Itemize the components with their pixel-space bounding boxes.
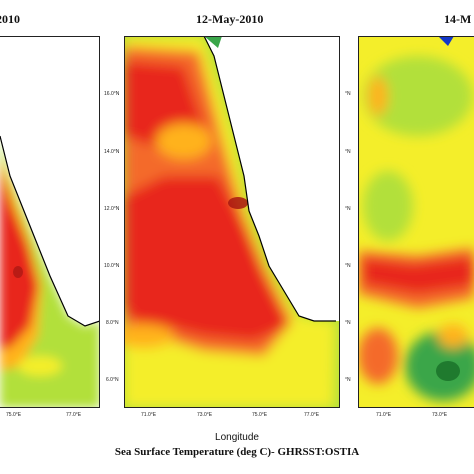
panel-title-right: 14-M <box>444 12 472 26</box>
lon-tick-middle: 77.0°E <box>304 412 320 418</box>
lat-tick-middle: 8.0°N <box>106 320 119 326</box>
lat-tick-middle: 6.0°N <box>106 377 119 383</box>
sst-map-middle <box>124 36 340 408</box>
lon-tick-left: 77.0°E <box>66 412 82 418</box>
lat-tick-right: °N <box>345 206 351 212</box>
lon-tick-right: 73.0°E <box>432 412 448 418</box>
lat-tick-right: °N <box>345 91 351 97</box>
lon-tick-left: 75.0°E <box>6 412 22 418</box>
lat-tick-middle: 16.0°N <box>104 91 120 97</box>
lat-tick-middle: 12.0°N <box>104 206 120 212</box>
panel-title-left: 2010 <box>0 12 20 26</box>
panel-title-middle: 12-May-2010 <box>196 12 264 26</box>
lat-tick-right: °N <box>345 377 351 383</box>
x-axis-label: Longitude <box>215 432 259 443</box>
lat-tick-middle: 10.0°N <box>104 263 120 269</box>
sst-map-right <box>358 36 474 408</box>
figure-caption: Sea Surface Temperature (deg C)- GHRSST:… <box>114 446 360 458</box>
lat-tick-right: °N <box>345 263 351 269</box>
lat-tick-middle: 14.0°N <box>104 149 120 155</box>
lon-tick-middle: 75.0°E <box>252 412 268 418</box>
sst-map-left <box>0 36 100 408</box>
lon-tick-middle: 71.0°E <box>141 412 157 418</box>
lat-tick-right: °N <box>345 149 351 155</box>
lon-tick-middle: 73.0°E <box>197 412 213 418</box>
lon-tick-right: 71.0°E <box>376 412 392 418</box>
lat-tick-right: °N <box>345 320 351 326</box>
